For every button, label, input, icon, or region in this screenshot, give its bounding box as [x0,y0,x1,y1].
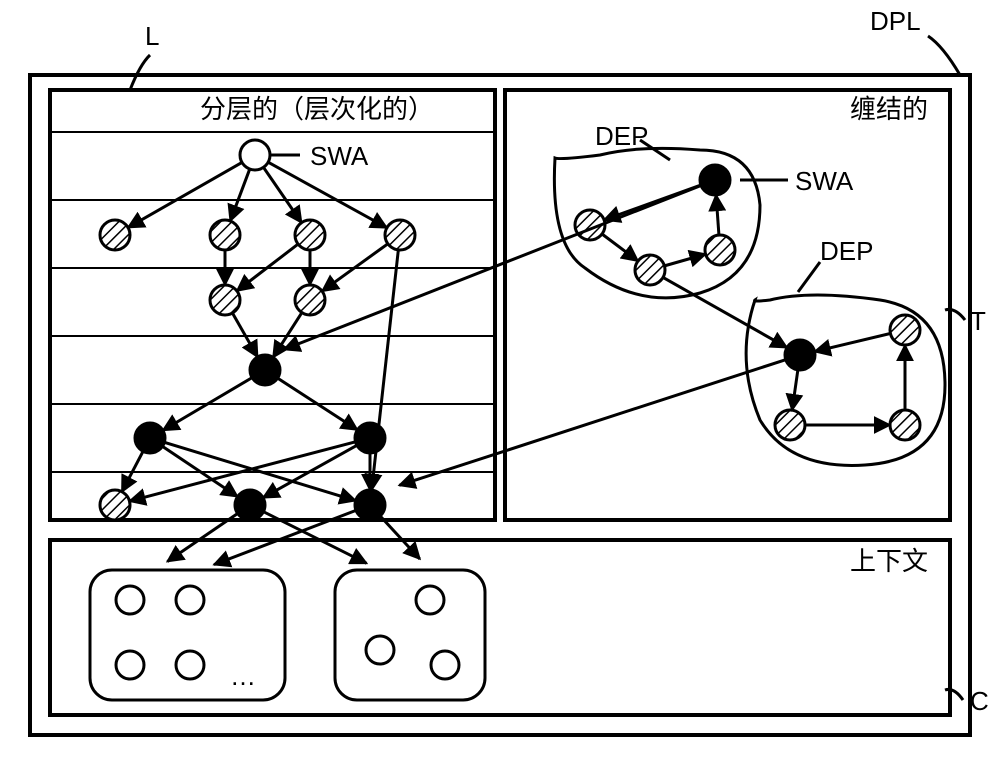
node-T1a [700,165,730,195]
edge [263,167,301,222]
panel-T-ext-label: T [970,306,986,336]
edge [399,360,785,486]
node-L1b [210,220,240,250]
context-dot-1-0 [416,586,444,614]
node-L3 [250,355,280,385]
panel-L-ext-label: L [145,21,159,51]
context-dot-0-3 [176,651,204,679]
t-label-1: SWA [795,166,854,196]
node-L4b [355,423,385,453]
node-T2d [890,410,920,440]
diagram-canvas: DPL 分层的（层次化的） L SWA 缠结的 T DEP SWA DEP 上下文 C … [0,0,1000,757]
node-L4a [135,423,165,453]
panel-T-title: 缠结的 [850,94,928,124]
context-dot-0-0 [116,586,144,614]
svg-text:DPL: DPL [870,6,921,36]
node-T2b [890,315,920,345]
panel-C [50,540,950,715]
node-T1c [635,255,665,285]
node-L2a [210,285,240,315]
node-T1d [705,235,735,265]
context-dot-0-2 [116,651,144,679]
edge [128,162,242,227]
node-L1d [385,220,415,250]
context-dot-0-1 [176,586,204,614]
edge [664,254,705,266]
edge [372,250,399,490]
edge [230,169,249,221]
context-group-1 [335,570,485,700]
node-L1a [100,220,130,250]
edge [792,370,798,410]
t-label-2: DEP [820,236,873,266]
edge [380,516,420,559]
node-L5c [355,490,385,520]
node-T2a [785,340,815,370]
ellipsis: … [230,661,256,691]
panel-L-title: 分层的（层次化的） [200,94,434,124]
context-dot-1-2 [431,651,459,679]
node-L1c [295,220,325,250]
node-T2c [775,410,805,440]
edge [602,234,638,261]
panel-C-ext-label: C [970,686,989,716]
lead-line [928,36,960,75]
context-dot-1-1 [366,636,394,664]
edge [663,277,787,347]
edge [716,195,719,235]
node-L5a [100,490,130,520]
t-label-0: DEP [595,121,648,151]
panel-C-title: 上下文 [850,546,928,576]
swa-label-L: SWA [310,141,369,171]
node-L5b [235,490,265,520]
node-L2b [295,285,325,315]
edge [268,162,387,228]
edge [815,333,891,351]
node-L0 [240,140,270,170]
